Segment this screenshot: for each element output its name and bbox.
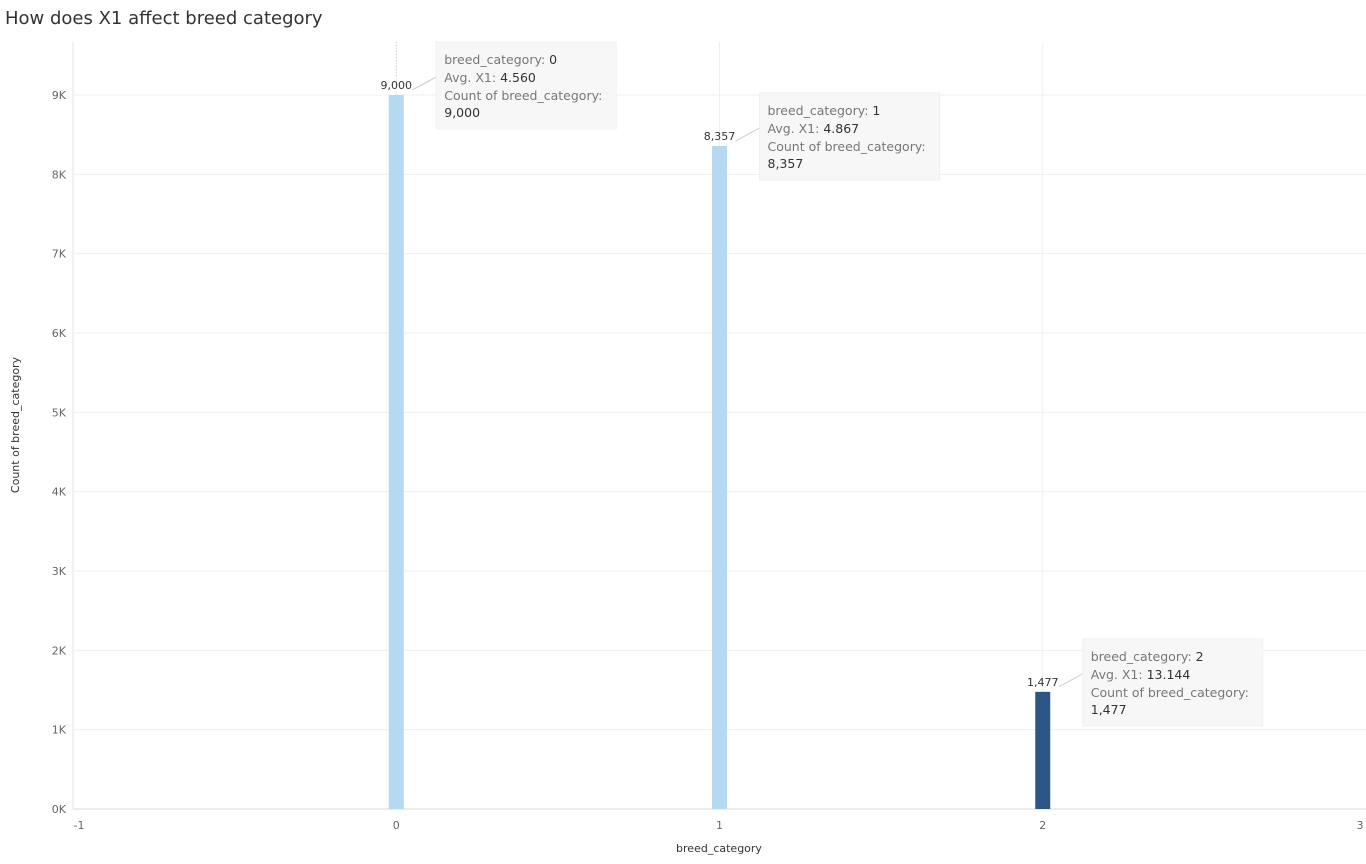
annotation-avg-line: Avg. X1: 13.144 xyxy=(1091,667,1191,682)
x-tick-label: -1 xyxy=(74,819,85,832)
annotation-category-label: breed_category: xyxy=(444,52,549,67)
annotation-avg-value: 4.560 xyxy=(500,70,536,85)
annotation-box xyxy=(435,41,617,130)
annotation-box xyxy=(1082,638,1264,727)
x-tick-label: 3 xyxy=(1357,819,1364,832)
annotation-avg-line: Avg. X1: 4.867 xyxy=(768,121,860,136)
annotation-leader xyxy=(412,76,437,91)
annotation-category-label: breed_category: xyxy=(768,103,873,118)
bar-value-label: 1,477 xyxy=(1027,676,1059,689)
annotation-avg-label: Avg. X1: xyxy=(444,70,500,85)
annotations: breed_category: 0 Avg. X1: 4.560 Count of … xyxy=(412,41,1264,727)
axes: 0K 1K 2K 3K 4K 5K 6K 7K 8K 9K -1 0 1 2 3 xyxy=(52,89,1364,832)
y-tick-label: 7K xyxy=(52,248,67,261)
annotation-category-value: 1 xyxy=(872,103,880,118)
annotation-count-label: Count of breed_category: xyxy=(1091,685,1249,700)
annotation-category-line: breed_category: 0 xyxy=(444,52,557,67)
y-tick-label: 9K xyxy=(52,89,67,102)
y-tick-label: 1K xyxy=(52,724,67,737)
annotation-count-value: 9,000 xyxy=(444,105,480,120)
annotation-leader xyxy=(735,127,760,142)
annotation-box xyxy=(759,92,940,181)
annotation-count-label: Count of breed_category: xyxy=(768,139,926,154)
y-tick-label: 6K xyxy=(52,327,67,340)
annotation-avg-line: Avg. X1: 4.560 xyxy=(444,70,536,85)
bar xyxy=(388,95,404,809)
bars: 9,000 8,357 1,477 xyxy=(381,79,1059,809)
bar-value-label: 8,357 xyxy=(704,130,736,143)
annotation-category-value: 0 xyxy=(549,52,557,67)
bar-value-label: 9,000 xyxy=(381,79,413,92)
y-tick-label: 8K xyxy=(52,168,67,181)
annotation-leader xyxy=(1058,673,1083,688)
x-tick-label: 1 xyxy=(716,819,723,832)
annotation-category-label: breed_category: xyxy=(1091,649,1196,664)
y-tick-label: 5K xyxy=(52,406,67,419)
annotation-avg-value: 13.144 xyxy=(1147,667,1191,682)
annotation-count-label: Count of breed_category: xyxy=(444,88,602,103)
chart-title: How does X1 affect breed category xyxy=(5,8,323,29)
bar xyxy=(712,146,727,809)
annotation-count-value: 8,357 xyxy=(768,156,804,171)
y-axis-title: Count of breed_category xyxy=(9,356,22,493)
annotation-avg-label: Avg. X1: xyxy=(1091,667,1147,682)
bar xyxy=(1035,691,1051,809)
y-tick-label: 2K xyxy=(52,644,67,657)
x-axis-title: breed_category xyxy=(676,842,762,855)
y-tick-label: 3K xyxy=(52,565,67,578)
annotation-avg-label: Avg. X1: xyxy=(768,121,824,136)
x-tick-label: 0 xyxy=(393,819,400,832)
y-tick-label: 0K xyxy=(52,803,67,816)
y-tick-label: 4K xyxy=(52,486,67,499)
annotation-category-line: breed_category: 2 xyxy=(1091,649,1204,664)
annotation-category-line: breed_category: 1 xyxy=(768,103,881,118)
annotation-count-value: 1,477 xyxy=(1091,702,1127,717)
x-tick-label: 2 xyxy=(1039,819,1046,832)
annotation-category-value: 2 xyxy=(1196,649,1204,664)
annotation-avg-value: 4.867 xyxy=(823,121,859,136)
